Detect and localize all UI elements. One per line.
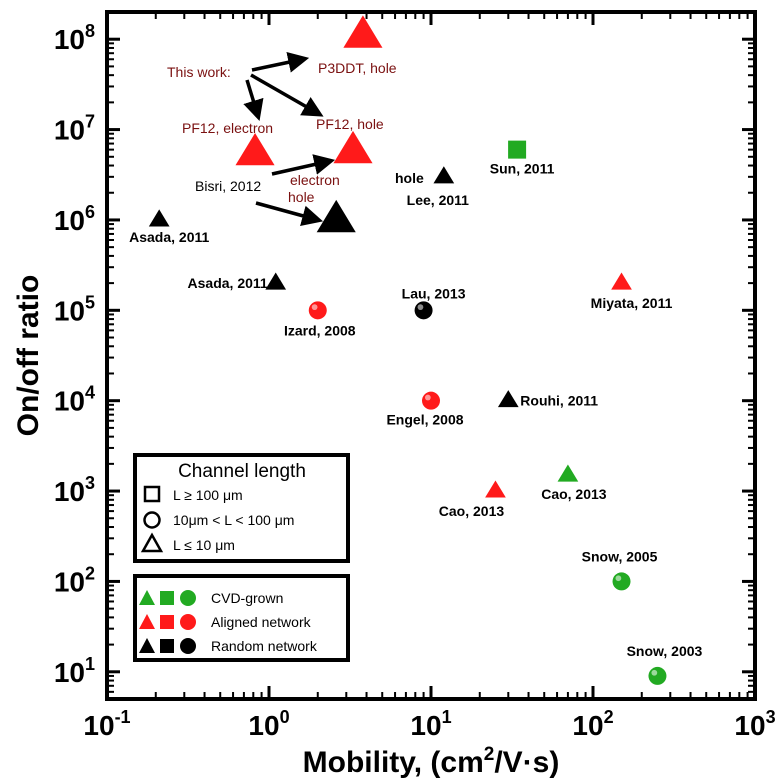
y-tick-label: 101 — [54, 654, 95, 688]
legend-square-aligned — [160, 615, 174, 629]
annotation-this-work: This work: — [167, 64, 231, 80]
annotation-p3ddt-hole: P3DDT, hole — [318, 60, 397, 76]
data-point-12 — [497, 390, 519, 408]
arrow-to-pf12-hole — [250, 73, 324, 117]
arrow-bisri-hole — [255, 201, 324, 226]
legend-circle-aligned — [180, 614, 196, 630]
marker-body — [414, 301, 433, 320]
x-tick-label: 102 — [572, 707, 613, 741]
arrow-to-p3ddt — [251, 51, 310, 73]
point-labels-layer: Asada, 2011 Asada, 2011 Lee, 2011 Sun, 2011… — [129, 161, 702, 659]
point-label-16: Snow, 2003 — [627, 643, 703, 659]
legend-triangle-random — [139, 638, 155, 653]
y-tick-label: 108 — [54, 21, 95, 55]
data-point-5 — [265, 272, 287, 290]
legend-color-label-aligned: Aligned network — [211, 614, 312, 630]
marker-highlight — [424, 394, 431, 401]
annotation-pf12-electron: PF12, electron — [182, 120, 273, 136]
legend-circle-random — [180, 638, 196, 654]
legend-color-label-cvd: CVD-grown — [211, 590, 283, 606]
data-point-16 — [648, 666, 667, 685]
point-label-11: Engel, 2008 — [386, 412, 463, 428]
y-tick-label: 104 — [54, 383, 95, 417]
arrows-layer — [243, 51, 336, 226]
legend-square-random — [160, 639, 174, 653]
annotation-electron: electron — [290, 172, 340, 188]
x-axis-title: Mobility, (cm2/V·s) — [303, 744, 560, 779]
annotation-pf12-hole: PF12, hole — [316, 116, 384, 132]
triangle-outline-icon — [140, 532, 164, 553]
y-tick-label: 103 — [54, 473, 95, 507]
marker-body — [422, 391, 440, 410]
point-label-12: Rouhi, 2011 — [520, 393, 598, 409]
data-point-6 — [433, 166, 455, 184]
data-point-4 — [148, 209, 170, 227]
y-tick-label: 107 — [54, 112, 95, 146]
marker-highlight — [651, 669, 658, 676]
y-tick-label: 105 — [54, 292, 95, 326]
arrow-to-pf12-electron — [243, 79, 264, 122]
marker-body — [308, 301, 327, 320]
y-axis-title: On/off ratio — [12, 275, 45, 437]
annotations-layer: This work: P3DDT, hole PF12, electron PF12,… — [167, 60, 424, 205]
annotation-hole: hole — [288, 189, 315, 205]
data-point-10 — [414, 301, 433, 320]
legend-shape-label-large: L ≥ 100 μm — [173, 487, 243, 503]
data-point-13 — [485, 480, 506, 498]
arrow-bisri-electron — [271, 154, 336, 176]
point-label-8: Miyata, 2011 — [591, 295, 673, 311]
legend-circle-cvd — [180, 590, 196, 606]
point-label-7: Sun, 2011 — [490, 161, 555, 177]
marker-body — [612, 572, 631, 591]
marker-highlight — [311, 304, 318, 311]
data-point-7 — [508, 140, 527, 159]
marker-highlight — [615, 575, 622, 582]
point-label-14: Cao, 2013 — [541, 486, 607, 502]
point-label-9: Izard, 2008 — [284, 322, 356, 338]
legend-shape-label-small: L ≤ 10 μm — [173, 537, 235, 553]
data-point-3 — [316, 199, 356, 233]
x-tick-label: 101 — [410, 707, 451, 741]
legend-shapes-title: Channel length — [178, 461, 306, 482]
y-tick-label: 106 — [54, 202, 95, 236]
data-point-0 — [343, 15, 383, 48]
point-label-6: Lee, 2011 — [407, 192, 469, 208]
points-layer — [148, 15, 667, 685]
legend-triangle-cvd — [139, 590, 155, 605]
data-point-15 — [612, 572, 631, 591]
annotation-bisri-2012: Bisri, 2012 — [195, 178, 261, 194]
data-point-14 — [557, 464, 579, 482]
marker-body — [648, 666, 667, 685]
legend-layer: Channel length L ≥ 100 μm 10μm < L < 100 μ… — [133, 453, 350, 662]
legend-shape-label-medium: 10μm < L < 100 μm — [173, 512, 294, 528]
axes-layer: 10-1 100 101 102 103 101 102 103 104 105 106 107 108… — [12, 10, 776, 779]
legend-triangle-aligned — [139, 614, 155, 629]
legend-shapes-box — [133, 453, 350, 563]
data-point-8 — [611, 272, 632, 290]
x-tick-label: 103 — [734, 707, 775, 741]
y-tick-label: 102 — [54, 563, 95, 597]
data-point-9 — [308, 301, 327, 320]
point-label-5: Asada, 2011 — [188, 275, 268, 291]
data-point-2 — [333, 130, 373, 164]
square-outline-icon — [143, 485, 161, 503]
annotation-lee-hole: hole — [395, 170, 424, 186]
x-tick-label: 100 — [248, 707, 289, 741]
circle-outline-icon — [143, 511, 161, 529]
point-label-10: Lau, 2013 — [402, 285, 466, 301]
point-label-4: Asada, 2011 — [129, 229, 209, 245]
legend-square-cvd — [160, 591, 174, 605]
marker-highlight — [417, 304, 424, 311]
point-label-13: Cao, 2013 — [439, 503, 505, 519]
data-point-1 — [235, 133, 275, 166]
point-label-15: Snow, 2005 — [582, 548, 658, 564]
legend-color-label-random: Random network — [211, 638, 318, 654]
x-tick-label: 10-1 — [83, 707, 130, 741]
data-point-11 — [422, 391, 440, 410]
